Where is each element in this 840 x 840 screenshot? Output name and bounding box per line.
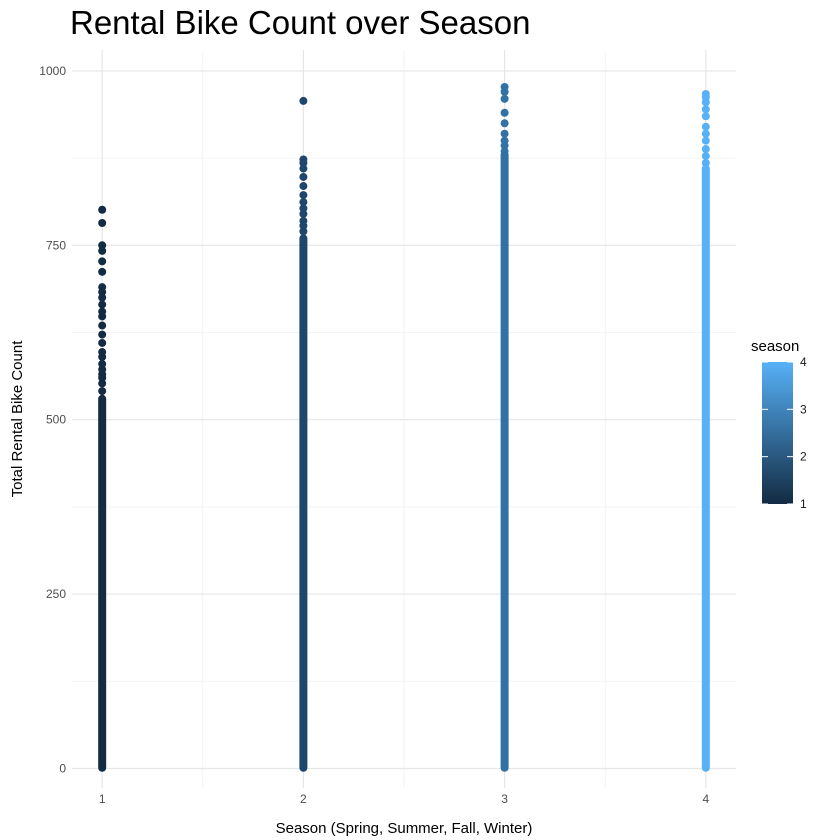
- x-tick-label: 1: [99, 792, 106, 806]
- data-point: [299, 164, 308, 173]
- data-point: [98, 307, 107, 316]
- data-point: [701, 145, 710, 154]
- data-point: [98, 359, 107, 368]
- x-tick-label: 3: [501, 792, 508, 806]
- data-point: [299, 216, 308, 225]
- data-point: [299, 182, 308, 191]
- data-point: [500, 82, 509, 91]
- data-point: [500, 129, 509, 138]
- data-point: [299, 204, 308, 213]
- grid-lines: [72, 50, 736, 788]
- data-point: [500, 119, 509, 128]
- y-tick-label: 250: [46, 587, 66, 601]
- legend-title: season: [751, 338, 799, 355]
- data-points: [98, 82, 710, 772]
- data-point: [98, 205, 107, 214]
- data-point: [299, 96, 308, 105]
- data-point: [98, 338, 107, 347]
- data-point: [701, 152, 710, 161]
- x-axis-label: Season (Spring, Summer, Fall, Winter): [276, 820, 533, 837]
- data-point: [701, 105, 710, 114]
- series-season-3: [500, 82, 509, 772]
- legend-colorbar: [762, 362, 793, 504]
- x-tick-label: 2: [300, 792, 307, 806]
- legend-label: 3: [800, 402, 807, 416]
- y-tick-label: 500: [46, 413, 66, 427]
- data-point: [98, 267, 107, 276]
- data-point: [98, 218, 107, 227]
- data-point: [701, 89, 710, 98]
- legend-label: 2: [800, 450, 807, 464]
- data-point: [701, 136, 710, 145]
- data-point: [98, 241, 107, 250]
- data-point: [701, 112, 710, 121]
- data-point: [98, 300, 107, 309]
- data-point: [98, 348, 107, 357]
- data-point: [299, 172, 308, 181]
- data-point: [98, 321, 107, 330]
- y-tick-label: 0: [59, 761, 66, 775]
- data-point: [98, 330, 107, 339]
- data-point-column: [299, 234, 308, 772]
- legend-label: 4: [800, 355, 807, 369]
- data-point-column: [500, 150, 509, 772]
- series-season-1: [98, 205, 107, 772]
- data-point-column: [701, 164, 710, 772]
- data-point: [500, 108, 509, 117]
- y-tick-label: 1000: [39, 64, 66, 78]
- data-point: [701, 129, 710, 138]
- chart-title: Rental Bike Count over Season: [70, 4, 531, 41]
- data-point: [299, 198, 308, 207]
- data-point: [701, 122, 710, 131]
- series-season-4: [701, 89, 710, 772]
- legend-labels: 1 2 3 4: [762, 355, 807, 511]
- data-point: [701, 159, 710, 168]
- data-point: [98, 283, 107, 292]
- data-point: [98, 379, 107, 388]
- data-point: [299, 191, 308, 200]
- y-axis-label: Total Rental Bike Count: [9, 340, 26, 498]
- data-point: [299, 209, 308, 218]
- data-point: [98, 257, 107, 266]
- data-point: [98, 387, 107, 396]
- x-tick-labels: 1 2 3 4: [99, 792, 710, 806]
- data-point: [98, 246, 107, 255]
- data-point: [500, 94, 509, 103]
- y-tick-labels: 0 250 500 750 1000: [39, 64, 66, 776]
- data-point: [299, 227, 308, 236]
- data-point: [98, 293, 107, 302]
- legend-label: 1: [800, 497, 807, 511]
- data-point: [500, 136, 509, 145]
- data-point-column: [98, 394, 107, 772]
- y-tick-label: 750: [46, 238, 66, 252]
- data-point: [98, 365, 107, 374]
- data-point: [500, 147, 509, 156]
- legend: season 1 2 3 4: [751, 338, 807, 511]
- data-point: [299, 155, 308, 164]
- series-season-2: [299, 96, 308, 772]
- x-tick-label: 4: [702, 792, 709, 806]
